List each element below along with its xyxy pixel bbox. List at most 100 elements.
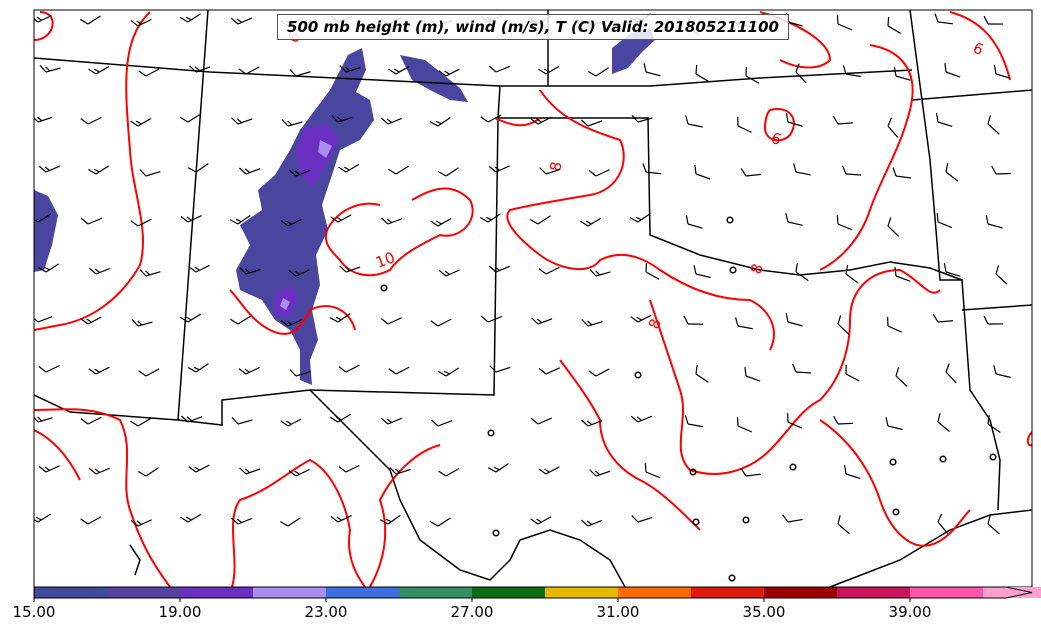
wind-barb — [894, 267, 911, 282]
wind-barb — [289, 69, 311, 77]
wind-barb — [833, 415, 854, 425]
wind-barb — [630, 415, 653, 423]
wind-barb — [837, 515, 850, 535]
wind-barb — [531, 317, 553, 325]
wind-barb — [885, 417, 903, 431]
wind-barb — [987, 515, 1000, 535]
wind-barb — [629, 213, 651, 223]
wind-barb — [180, 113, 201, 123]
wind-barb — [34, 513, 52, 523]
wind-barb — [280, 319, 302, 327]
wind-barb — [230, 517, 253, 525]
wind-barb — [844, 465, 861, 480]
calm-wind-marker — [492, 529, 500, 537]
wind-barb — [841, 165, 862, 176]
wind-barb — [388, 65, 410, 75]
wind-barb — [479, 213, 501, 223]
wind-barb — [487, 463, 509, 473]
wind-barb — [932, 314, 953, 323]
colorbar-tick-label: 31.00 — [596, 603, 640, 621]
wind-barb — [429, 117, 451, 127]
wind-barb — [529, 215, 551, 225]
wind-barb — [139, 269, 161, 277]
wind-barb — [80, 416, 102, 425]
wind-barb — [138, 368, 160, 377]
wind-barb — [231, 416, 253, 425]
wind-barb — [993, 365, 1011, 378]
wind-barb — [740, 468, 761, 477]
wind-barb — [695, 65, 710, 83]
wind-barb — [238, 366, 260, 375]
contour-label: 8 — [645, 316, 665, 331]
wind-barb — [489, 365, 511, 373]
calm-wind-marker — [692, 518, 700, 526]
wind-barb — [580, 217, 602, 227]
wind-barb — [281, 118, 303, 127]
calm-wind-marker — [892, 508, 900, 516]
colorbar-tick-label: 39.00 — [888, 603, 932, 621]
wind-barb — [936, 213, 953, 229]
colorbar-segment — [472, 587, 546, 598]
wind-barb — [239, 467, 261, 475]
wind-barb — [380, 417, 403, 425]
colorbar-tick-label: 35.00 — [742, 603, 786, 621]
wind-barb — [530, 116, 552, 125]
wind-barb — [694, 165, 711, 180]
wind-barb — [379, 514, 401, 525]
wind-barb — [88, 267, 111, 275]
wind-barb — [684, 415, 703, 428]
wind-barb — [230, 17, 253, 25]
wind-barb — [589, 268, 611, 277]
wind-barb — [945, 363, 957, 384]
wind-barb — [937, 413, 950, 433]
wind-barb — [330, 214, 352, 223]
wind-barb — [38, 465, 60, 473]
wind-barb — [180, 215, 202, 223]
wind-barb — [736, 417, 753, 433]
wind-barb — [329, 312, 351, 323]
wind-barb — [643, 63, 661, 77]
wind-barb — [837, 315, 850, 335]
colorbar-segment — [253, 587, 327, 598]
wind-barb — [740, 168, 761, 177]
calm-wind-marker — [726, 216, 734, 224]
calm-wind-marker — [689, 468, 697, 476]
wind-barb — [88, 165, 109, 175]
wind-barb — [130, 117, 152, 127]
boundaries — [34, 10, 1032, 587]
colorbar-segment — [399, 587, 473, 598]
wind-barb — [983, 315, 1004, 325]
wind-barb — [189, 65, 211, 73]
wind-barb — [985, 215, 1003, 229]
colorbar-extend-arrow — [1006, 587, 1032, 598]
wind-barb — [380, 317, 402, 325]
wind-barb — [893, 67, 911, 81]
wind-barb — [488, 165, 510, 173]
calm-wind-marker — [729, 266, 737, 274]
wind-barb — [280, 218, 302, 227]
wind-barb — [644, 463, 661, 479]
wind-barb — [239, 167, 261, 175]
wind-barb — [179, 13, 201, 23]
wind-barb — [645, 263, 660, 280]
wind-barb — [887, 17, 902, 35]
wind-barb — [581, 119, 603, 127]
wind-barb — [288, 169, 311, 177]
colorbar-segment — [34, 587, 108, 598]
map-title: 500 mb height (m), wind (m/s), T (C) Val… — [277, 14, 789, 40]
wind-barb — [381, 217, 403, 225]
wind-barb — [131, 318, 153, 327]
wind-barb — [488, 65, 511, 73]
wind-barb — [836, 215, 853, 231]
wind-barb — [587, 67, 609, 77]
wind-barb — [330, 515, 352, 523]
wind-barb — [289, 369, 311, 377]
wind-barb — [88, 366, 110, 375]
plot-frame — [33, 9, 1033, 588]
colorbar-tick-label: 27.00 — [450, 603, 494, 621]
contour-label: 6 — [769, 129, 784, 149]
colorbar — [33, 586, 1041, 602]
wind-barb — [785, 313, 803, 327]
wind-barb — [437, 167, 459, 177]
wind-barb — [538, 466, 560, 475]
